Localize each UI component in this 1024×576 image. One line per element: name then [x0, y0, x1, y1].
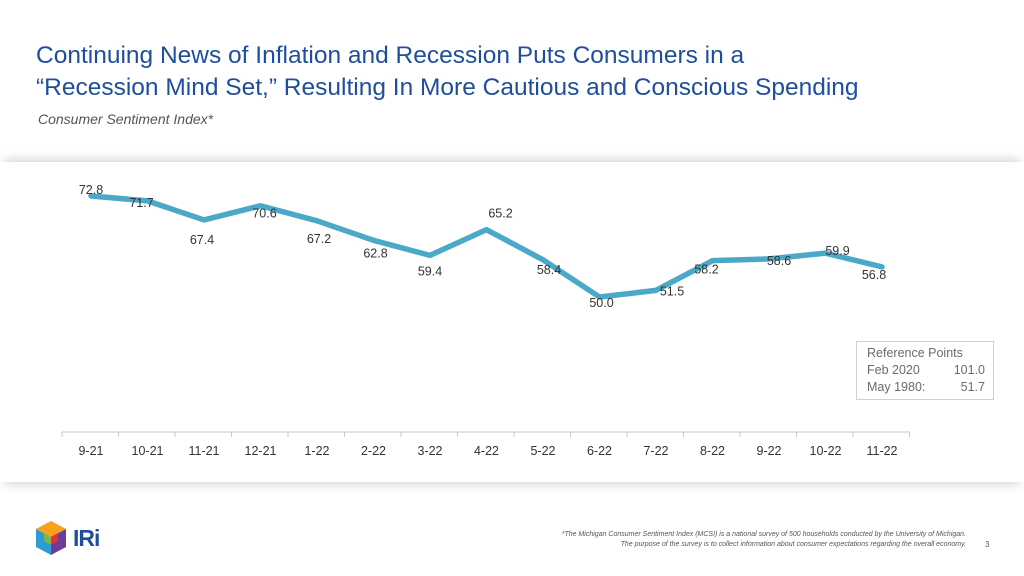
footnote: *The Michigan Consumer Sentiment Index (… [366, 530, 966, 550]
data-point [371, 237, 376, 243]
page-title-line-1: Continuing News of Inflation and Recessi… [36, 42, 745, 69]
data-point [766, 256, 772, 262]
data-point [879, 264, 885, 270]
reference-row: Feb 2020 101.0 [867, 362, 993, 379]
data-label: 65.2 [488, 207, 512, 221]
footnote-line-2: The purpose of the survey is to collect … [620, 541, 966, 548]
data-label: 59.4 [418, 264, 442, 278]
x-tick-label: 3-22 [417, 444, 442, 458]
data-label: 51.5 [660, 284, 684, 298]
data-label: 71.7 [129, 196, 153, 210]
footnote-line-1: *The Michigan Consumer Sentiment Index (… [561, 531, 966, 538]
data-point [427, 252, 433, 258]
x-tick-label: 10-22 [810, 444, 842, 458]
data-label: 59.9 [825, 244, 849, 258]
x-tick-label: 9-22 [756, 444, 781, 458]
page-title: Continuing News of Inflation and Recessi… [36, 40, 936, 104]
data-label: 67.2 [307, 232, 331, 246]
reference-value: 51.7 [960, 380, 985, 394]
x-tick-label: 1-22 [304, 444, 329, 458]
x-tick-label: 11-21 [188, 444, 219, 458]
iri-cube-logo-icon [36, 521, 66, 555]
data-point [484, 227, 489, 233]
reference-points-title: Reference Points [867, 346, 963, 360]
x-tick-label: 7-22 [643, 444, 668, 458]
data-point [597, 294, 602, 300]
reference-label: Feb 2020 [867, 363, 920, 377]
x-tick-label: 8-22 [700, 444, 725, 458]
data-label: 70.6 [252, 207, 276, 221]
data-point [540, 257, 546, 263]
reference-points-box: Reference Points Feb 2020 101.0 May 1980… [856, 341, 994, 400]
iri-logo-text: IRi [73, 524, 100, 551]
x-tick-label: 10-21 [132, 444, 164, 458]
x-tick-label: 4-22 [474, 444, 499, 458]
data-point [314, 218, 320, 224]
x-tick-label: 9-21 [78, 444, 103, 458]
data-point [823, 250, 828, 256]
reference-value: 101.0 [953, 363, 985, 377]
x-tick-label: 5-22 [530, 444, 555, 458]
x-tick-label: 6-22 [587, 444, 612, 458]
data-point [710, 258, 715, 264]
reference-row: May 1980: 51.7 [867, 379, 993, 396]
chart-card [0, 162, 1024, 482]
data-label: 58.2 [694, 263, 718, 277]
iri-logo: IRi [34, 520, 100, 556]
data-label: 58.4 [537, 263, 561, 277]
data-point [88, 193, 94, 199]
page-number: 3 [985, 540, 990, 549]
data-label: 56.8 [862, 268, 886, 282]
data-label: 72.8 [79, 183, 103, 197]
x-tick-label: 12-21 [245, 444, 277, 458]
page-title-line-2: “Recession Mind Set,” Resulting In More … [36, 74, 859, 101]
chart-subtitle: Consumer Sentiment Index* [38, 111, 214, 127]
data-label: 67.4 [190, 233, 214, 247]
x-tick-label: 2-22 [361, 444, 386, 458]
data-point [201, 217, 207, 223]
data-point [653, 287, 659, 293]
reference-label: May 1980: [867, 380, 926, 394]
x-tick-label: 11-22 [866, 444, 897, 458]
data-point [145, 198, 150, 204]
data-point [258, 203, 263, 209]
data-label: 58.6 [767, 254, 791, 268]
data-label: 50.0 [589, 296, 613, 310]
data-label: 62.8 [363, 246, 387, 260]
